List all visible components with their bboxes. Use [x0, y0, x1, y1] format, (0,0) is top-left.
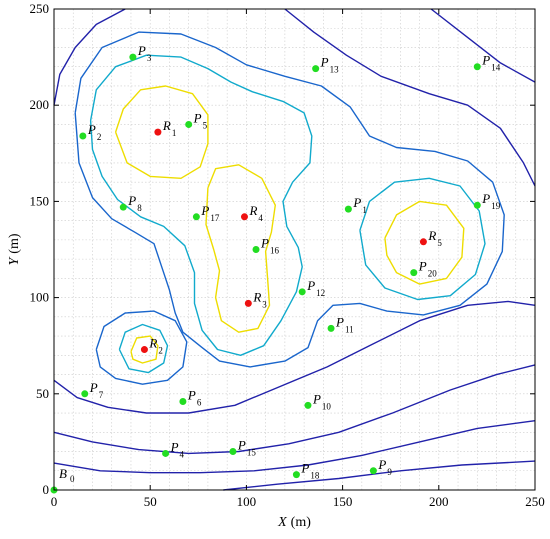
tick-layer: 0 50 100 150 200 250 0 50 100 150 200 250: [30, 1, 545, 509]
points-layer: P1 P2 P3 P4 P5 P6 P7 P8 P9 P10 P11 P12 P13 P14 P15 P16 P…: [50, 43, 501, 494]
contour-outer: [53, 300, 536, 414]
contour-peak: [205, 164, 276, 333]
relay-point: [419, 238, 427, 246]
sensor-label: P8: [127, 193, 142, 213]
sensor-label: P5: [193, 110, 208, 130]
sensor-point: [252, 246, 260, 253]
y-tick-label: 0: [43, 482, 50, 497]
x-tick-label: 0: [51, 494, 58, 509]
x-axis-var: X: [277, 515, 287, 530]
sensor-point: [185, 120, 193, 128]
relay-point: [140, 346, 148, 354]
relay-label: R5: [427, 228, 442, 248]
contour-outer: [284, 8, 536, 187]
sensor-label: P16: [260, 236, 279, 256]
relay-point: [244, 299, 252, 307]
x-axis-title: X (m): [277, 515, 311, 530]
sensor-point: [304, 401, 312, 409]
sensor-label: P15: [237, 438, 256, 458]
sensor-label: P19: [481, 191, 500, 211]
contour-layer: [53, 8, 536, 491]
sensor-label: P9: [377, 457, 392, 477]
x-tick-label: 200: [429, 494, 449, 509]
sensor-point: [298, 288, 306, 296]
sensor-point: [369, 467, 377, 475]
sensor-label: P14: [481, 53, 500, 73]
sensor-point: [327, 324, 335, 332]
y-tick-label: 200: [30, 97, 50, 112]
x-axis-unit: (m): [291, 515, 312, 530]
contour-peak: [130, 335, 159, 364]
contour-peak: [384, 200, 465, 285]
sensor-label: P13: [320, 55, 339, 75]
sensor-label: P7: [89, 380, 104, 400]
contour-outer: [53, 420, 536, 474]
sensor-label: P11: [335, 314, 354, 334]
relay-label: R3: [252, 289, 267, 309]
sensor-point: [192, 213, 200, 221]
sensor-label: P3: [137, 43, 152, 63]
x-tick-label: 100: [237, 494, 257, 509]
sensor-label: P2: [87, 122, 101, 142]
sensor-point: [292, 471, 300, 479]
y-tick-label: 50: [36, 386, 49, 401]
sensor-point: [344, 205, 352, 213]
sensor-label: P4: [170, 439, 185, 459]
sensor-point: [229, 448, 237, 456]
sensor-label: P1: [352, 195, 366, 215]
contour-outer: [53, 364, 536, 455]
relay-label: R1: [162, 118, 176, 138]
y-axis-var: Y: [7, 256, 22, 266]
sensor-point: [473, 201, 481, 209]
sensor-point: [129, 53, 137, 61]
y-tick-label: 250: [30, 1, 50, 16]
contour-mid: [74, 31, 505, 368]
x-tick-label: 150: [333, 494, 353, 509]
contour-peak: [114, 85, 209, 179]
sensor-point: [81, 390, 89, 398]
sensor-point: [312, 65, 320, 73]
contour-inner: [118, 323, 169, 374]
contour-inner: [89, 54, 313, 356]
sensor-point: [79, 132, 87, 140]
sensor-point: [179, 397, 187, 405]
relay-label: R4: [248, 203, 263, 223]
contour-outer: [53, 8, 126, 106]
sensor-label: P17: [200, 203, 219, 223]
x-tick-label: 50: [144, 494, 157, 509]
sensor-label: P6: [187, 387, 202, 407]
contour-outer: [430, 8, 536, 83]
sensor-point: [162, 449, 170, 457]
sensor-point: [119, 203, 127, 211]
contour-mid: [95, 310, 188, 385]
y-axis-unit: (m): [7, 233, 22, 254]
relay-point: [154, 128, 162, 136]
sensor-label: P12: [306, 278, 325, 298]
contour-outer: [223, 460, 536, 491]
y-tick-label: 100: [30, 290, 50, 305]
y-axis-title: Y (m): [7, 233, 22, 265]
sensor-point: [410, 269, 418, 277]
y-tick-label: 150: [30, 193, 50, 208]
sensor-point: [473, 63, 481, 71]
contour-inner: [359, 177, 486, 301]
x-tick-label: 250: [525, 494, 545, 509]
sensor-label: P20: [418, 259, 437, 279]
relay-label: R2: [148, 336, 162, 356]
sensor-label: P10: [312, 391, 331, 411]
relay-point: [240, 213, 248, 221]
plot-frame: [53, 8, 536, 491]
sensor-label: P18: [300, 461, 319, 481]
